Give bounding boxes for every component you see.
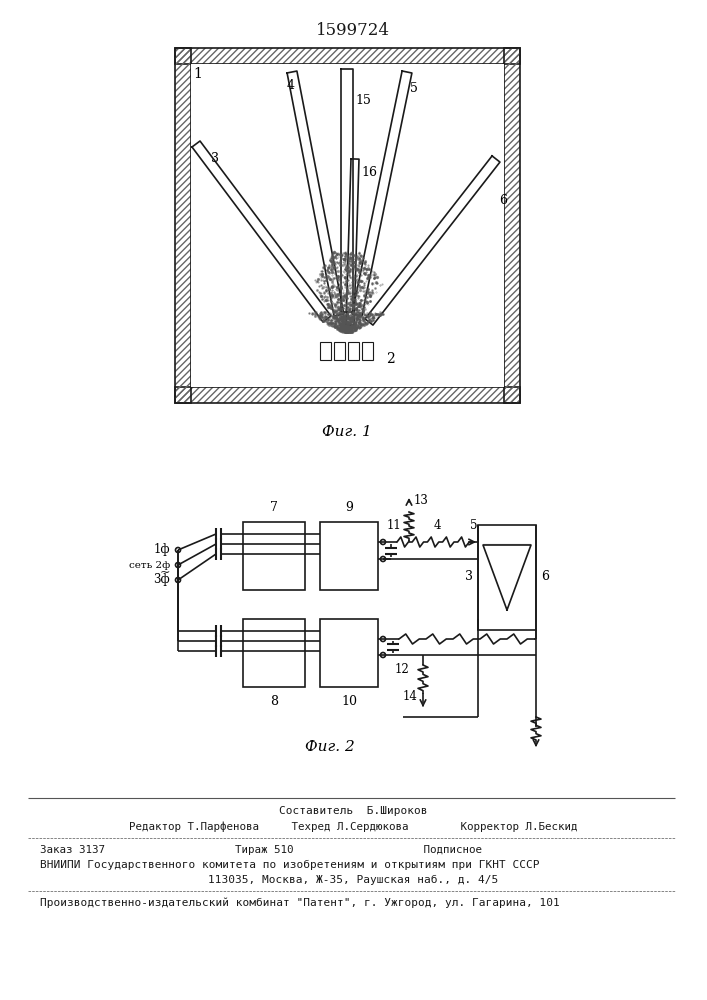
Bar [243, 619, 305, 687]
Text: 9: 9 [345, 501, 353, 514]
Text: 14: 14 [402, 690, 417, 704]
Text: 4: 4 [433, 519, 440, 532]
Bar [348, 342, 359, 360]
Bar [175, 387, 520, 403]
Bar [504, 48, 520, 403]
Text: 8: 8 [270, 695, 278, 708]
Polygon shape [352, 71, 412, 316]
Bar [478, 525, 536, 630]
Text: Заказ 3137                    Тираж 510                    Подписное: Заказ 3137 Тираж 510 Подписное [40, 845, 482, 855]
Text: Производственно-издательский комбинат "Патент", г. Ужгород, ул. Гагарина, 101: Производственно-издательский комбинат "П… [40, 898, 560, 908]
Text: 13: 13 [414, 493, 429, 506]
Text: 2: 2 [386, 352, 395, 366]
Bar [362, 342, 373, 360]
Text: 15: 15 [355, 94, 371, 107]
Text: Фиг. 1: Фиг. 1 [322, 425, 372, 439]
Text: сеть 2ф: сеть 2ф [129, 560, 170, 570]
Text: ВНИИПИ Государственного комитета по изобретениям и открытиям при ГКНТ СССР: ВНИИПИ Государственного комитета по изоб… [40, 860, 539, 870]
Polygon shape [192, 141, 331, 322]
Bar [175, 48, 191, 403]
Text: 10: 10 [341, 695, 357, 708]
Bar [243, 522, 305, 590]
Bar [175, 387, 520, 403]
Bar [175, 48, 191, 403]
Text: 1: 1 [193, 67, 202, 81]
Polygon shape [346, 159, 359, 325]
Text: 12: 12 [395, 663, 410, 676]
Text: 3: 3 [465, 570, 473, 584]
Text: 6: 6 [499, 194, 507, 207]
Bar [175, 48, 520, 64]
Polygon shape [483, 545, 531, 610]
Bar [320, 619, 378, 687]
Text: 3: 3 [211, 152, 219, 165]
Polygon shape [341, 69, 353, 312]
Bar [320, 522, 378, 590]
Text: 5: 5 [470, 519, 478, 532]
Polygon shape [365, 156, 500, 325]
Bar [320, 342, 331, 360]
Bar [504, 48, 520, 403]
Text: 5: 5 [410, 82, 418, 95]
Polygon shape [287, 71, 344, 316]
Text: 113035, Москва, Ж-35, Раушская наб., д. 4/5: 113035, Москва, Ж-35, Раушская наб., д. … [208, 875, 498, 885]
Bar [315, 332, 380, 377]
Bar [191, 64, 504, 387]
Bar [175, 48, 520, 64]
Text: 1ф: 1ф [153, 544, 170, 556]
Text: 3ф: 3ф [153, 574, 170, 586]
Text: 6: 6 [541, 570, 549, 584]
Text: Фиг. 2: Фиг. 2 [305, 740, 355, 754]
Text: 7: 7 [270, 501, 278, 514]
Bar [334, 342, 345, 360]
Text: 1599724: 1599724 [316, 22, 390, 39]
Text: 4: 4 [287, 79, 295, 92]
Text: ~: ~ [160, 566, 170, 580]
Text: Составитель  Б.Широков: Составитель Б.Широков [279, 806, 427, 816]
Text: 16: 16 [361, 166, 377, 179]
Text: 11: 11 [387, 519, 402, 532]
Text: Редактор Т.Парфенова     Техред Л.Сердюкова        Корректор Л.Бескид: Редактор Т.Парфенова Техред Л.Сердюкова … [129, 821, 577, 832]
